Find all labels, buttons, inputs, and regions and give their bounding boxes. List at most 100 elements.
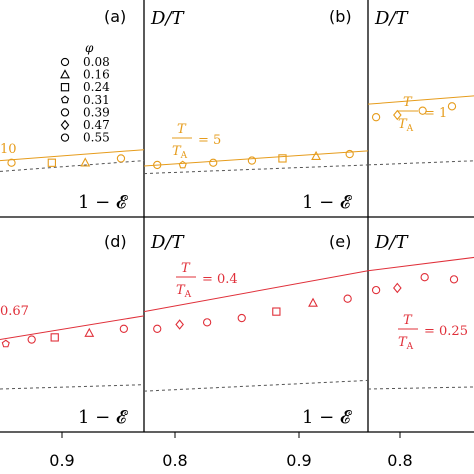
data-point-0-3 [116,154,126,163]
data-point-3-4 [119,324,128,333]
data-point-1-6 [345,149,354,159]
fit-line-5 [367,256,474,272]
fit-line-2 [367,95,474,105]
ratio-c-den: TA [398,117,414,134]
panel-5 [367,256,474,390]
data-point-4-2 [202,318,212,327]
x-tick-label-1: 0.8 [162,451,187,470]
data-point-1-2 [209,158,218,167]
dashed-line-1 [143,164,369,175]
panel-0 [0,149,145,172]
data-point-0-1 [47,158,56,167]
legend-label-0: 0.08 [83,55,110,69]
panel-frames [0,0,474,433]
ratio-e-value: = 0.4 [202,272,238,287]
data-point-2-1 [393,109,402,121]
data-point-0-0 [7,158,16,167]
ratio-e: T TA = 0.4 [176,261,238,300]
ylabel-b: D/T [150,8,185,29]
panel-4 [143,270,369,392]
xlabel-a: 1 − 𝓔 [78,192,128,213]
xlabel-d: 1 − 𝓔 [78,407,128,428]
dashed-line-5 [367,386,474,390]
legend-marker-1 [60,69,70,79]
legend-label-4: 0.39 [83,105,110,119]
data-point-3-1 [27,335,36,344]
panel-label-e: (e) [329,232,351,251]
ratio-e-den: TA [176,283,192,300]
data-point-1-0 [153,160,162,170]
ratio-f-num: T [403,313,413,328]
ylabel-f: D/T [374,232,409,253]
ylabel-e: D/T [150,232,185,253]
legend-marker-5 [60,119,70,131]
data-point-4-4 [272,307,281,316]
legend-label-5: 0.47 [83,118,110,132]
x-tick-label-2: 0.9 [286,451,311,470]
ratio-b-value: = 5 [198,133,221,148]
ratio-c-value: = 1 [424,106,447,121]
legend-marker-0 [60,57,70,67]
fit-line-1 [143,150,369,167]
ratio-a: 10 [0,142,17,157]
x-tick-label-3: 0.8 [387,451,412,470]
data-point-1-4 [278,154,287,163]
data-point-5-2 [420,273,429,282]
ratio-e-num: T [181,261,191,276]
data-point-1-1 [178,160,187,169]
data-point-4-5 [308,297,318,307]
ratio-b-den: TA [172,144,188,161]
legend: φ 0.080.160.240.310.390.470.55 [60,41,110,145]
data-point-5-1 [393,282,402,294]
data-point-3-0 [1,339,10,348]
panel-label-d: (d) [104,232,127,251]
ratio-d: 0.67 [0,304,29,319]
legend-label-3: 0.31 [83,93,110,107]
data-point-2-2 [418,106,427,115]
annotations: 10 T TA = 5 T TA = 1 0.67 T TA = 0.4 T [0,95,468,352]
data-point-5-0 [371,285,381,295]
ylabel-c: D/T [374,8,409,29]
data-point-4-3 [237,313,246,323]
legend-marker-2 [60,83,70,92]
data-point-4-1 [175,319,184,330]
ratio-b: T TA = 5 [172,122,221,161]
ratio-c-num: T [403,95,413,110]
dashed-line-4 [143,379,369,392]
ratio-b-num: T [177,122,187,137]
dashed-line-3 [0,384,145,390]
panel-label-b: (b) [329,7,352,26]
panel-1 [143,149,369,175]
legend-marker-4 [60,108,70,117]
legend-label-1: 0.16 [83,68,110,82]
data-point-2-3 [447,102,457,111]
data-point-3-2 [50,333,59,342]
legend-title: φ [85,41,94,55]
data-point-1-3 [247,156,257,165]
fit-line-0 [0,149,145,162]
data-point-5-3 [449,275,459,284]
ratio-f: T TA = 0.25 [398,313,468,352]
panel-2 [367,95,474,166]
legend-marker-3 [60,95,70,104]
data-point-2-0 [371,113,381,122]
data-point-3-3 [84,327,95,337]
data-point-4-6 [343,294,352,303]
xlabel-e: 1 − 𝓔 [302,407,352,428]
legend-label-2: 0.24 [83,80,110,94]
plots [0,95,474,392]
panel-label-a: (a) [104,7,126,26]
ratio-f-value: = 0.25 [424,324,468,339]
x-ticks: 0.9 0.8 0.9 0.8 [49,432,413,470]
ratio-f-den: TA [398,335,414,352]
data-point-0-2 [80,157,91,167]
fit-line-3 [0,315,145,341]
data-point-4-0 [153,324,162,333]
legend-label-6: 0.55 [83,131,110,145]
dashed-line-2 [367,160,474,166]
x-tick-label-0: 0.9 [49,451,74,470]
ratio-c: T TA = 1 [398,95,447,134]
panel-3 [0,315,145,390]
fit-line-4 [143,270,369,313]
